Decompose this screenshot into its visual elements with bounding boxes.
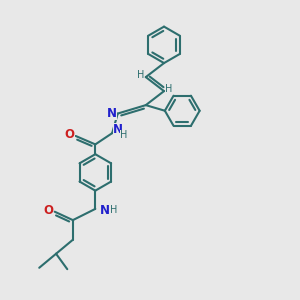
Text: H: H xyxy=(137,70,144,80)
Text: O: O xyxy=(44,204,53,217)
Text: H: H xyxy=(165,84,173,94)
Text: N: N xyxy=(106,107,117,120)
Text: N: N xyxy=(113,123,123,136)
Text: N: N xyxy=(100,204,110,217)
Text: H: H xyxy=(110,205,117,215)
Text: O: O xyxy=(64,128,74,141)
Text: H: H xyxy=(120,130,128,140)
